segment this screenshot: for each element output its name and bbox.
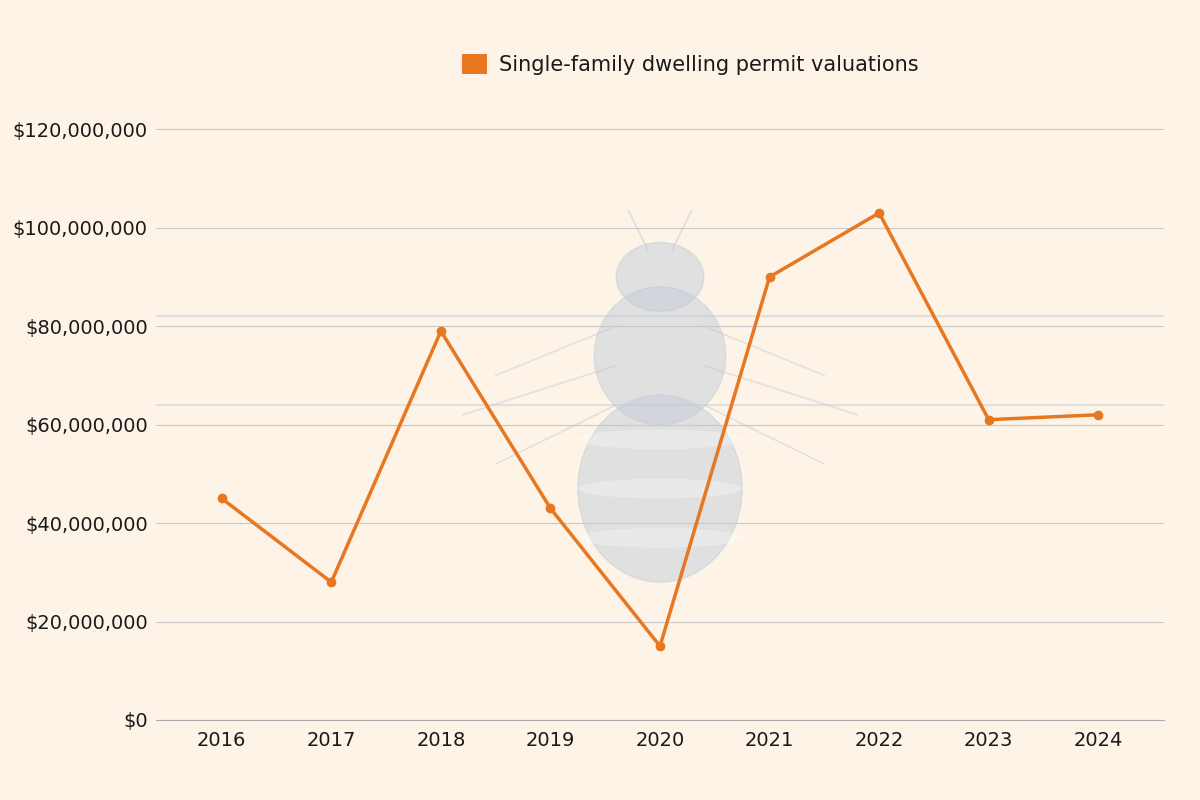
Ellipse shape (578, 395, 742, 582)
Ellipse shape (0, 245, 1200, 388)
Ellipse shape (0, 358, 1200, 451)
Ellipse shape (594, 286, 726, 425)
Ellipse shape (578, 528, 742, 548)
Ellipse shape (616, 242, 704, 311)
Ellipse shape (0, 358, 1200, 451)
Ellipse shape (578, 430, 742, 450)
Legend: Single-family dwelling permit valuations: Single-family dwelling permit valuations (454, 46, 928, 83)
Ellipse shape (0, 245, 1200, 388)
Ellipse shape (578, 478, 742, 498)
